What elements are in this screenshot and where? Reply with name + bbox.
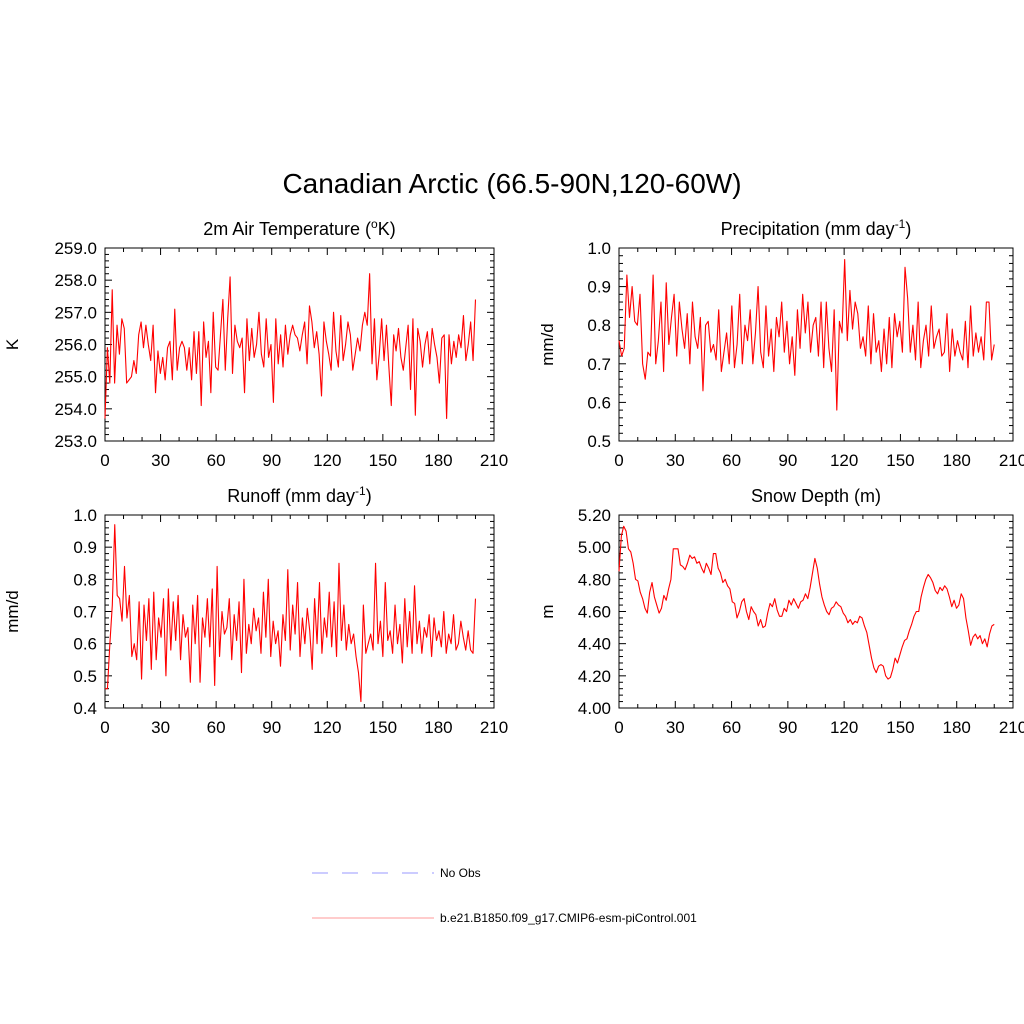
y-tick-label: 4.40 [578, 635, 611, 654]
series-line-model [618, 525, 995, 680]
y-axis-label: m [538, 604, 557, 618]
y-tick-label: 256.0 [54, 336, 97, 355]
y-tick-label: 0.7 [587, 355, 611, 374]
panel-title: Runoff (mm day-1) [227, 484, 371, 506]
x-tick-label: 210 [480, 718, 508, 737]
x-tick-label: 60 [722, 718, 741, 737]
y-tick-label: 1.0 [587, 239, 611, 258]
legend-label-no-obs: No Obs [440, 866, 481, 880]
x-tick-label: 210 [480, 451, 508, 470]
x-tick-label: 210 [999, 718, 1024, 737]
y-tick-label: 1.0 [73, 506, 97, 525]
x-tick-label: 30 [151, 718, 170, 737]
y-tick-label: 253.0 [54, 432, 97, 451]
plot-frame [618, 247, 1014, 442]
panel-4: 0 30 60 90 120 150 180 210 4.00 4.20 4.40 4.60 4.80 5… [538, 486, 1024, 737]
panel-title: Precipitation (mm day-1) [721, 217, 912, 239]
plot-frame [104, 247, 495, 442]
x-tick-label: 120 [313, 451, 341, 470]
y-axis-label: mm/d [538, 323, 557, 366]
series-line-model [618, 259, 995, 411]
legend: No Obs b.e21.B1850.f09_g17.CMIP6-esm-piC… [312, 866, 697, 925]
x-tick-label: 150 [886, 451, 914, 470]
x-tick-label: 0 [100, 451, 109, 470]
y-tick-label: 0.8 [587, 316, 611, 335]
y-tick-label: 4.00 [578, 699, 611, 718]
y-tick-label: 4.60 [578, 603, 611, 622]
x-tick-label: 30 [151, 451, 170, 470]
x-tick-label: 120 [313, 718, 341, 737]
panel-3: 0 30 60 90 120 150 180 210 0.4 0.5 0.6 0.7 0.8 0.9 1.0… [3, 484, 508, 737]
x-tick-label: 90 [262, 718, 281, 737]
plot-frame [104, 514, 495, 709]
figure-title: Canadian Arctic (66.5-90N,120-60W) [282, 168, 741, 199]
panel-title: Snow Depth (m) [751, 486, 881, 506]
series-line-model [105, 524, 477, 703]
y-tick-label: 255.0 [54, 368, 97, 387]
y-tick-label: 259.0 [54, 239, 97, 258]
y-tick-label: 0.9 [587, 278, 611, 297]
x-tick-label: 150 [369, 718, 397, 737]
y-tick-label: 4.80 [578, 570, 611, 589]
panel-title: 2m Air Temperature (oK) [203, 217, 395, 239]
x-tick-label: 0 [100, 718, 109, 737]
y-tick-label: 0.5 [587, 432, 611, 451]
y-tick-label: 0.6 [587, 393, 611, 412]
x-tick-label: 210 [999, 451, 1024, 470]
x-tick-label: 90 [262, 451, 281, 470]
x-tick-label: 120 [830, 718, 858, 737]
y-tick-label: 0.5 [73, 667, 97, 686]
y-tick-label: 0.9 [73, 538, 97, 557]
y-tick-label: 258.0 [54, 271, 97, 290]
y-tick-label: 5.00 [578, 538, 611, 557]
x-tick-label: 90 [778, 718, 797, 737]
y-tick-label: 257.0 [54, 303, 97, 322]
panel-1: 0 30 60 90 120 150 180 210 253.0 254.0 255.0 256.0 2… [3, 217, 508, 470]
x-tick-label: 60 [207, 718, 226, 737]
x-tick-label: 150 [369, 451, 397, 470]
x-tick-label: 180 [943, 451, 971, 470]
panel-2: 0 30 60 90 120 150 180 210 0.5 0.6 0.7 0.8 0.9 1.0 mm/… [538, 217, 1024, 470]
x-tick-label: 180 [943, 718, 971, 737]
x-tick-label: 180 [424, 451, 452, 470]
series-line-model [104, 273, 477, 420]
y-axis-label: K [3, 338, 22, 350]
y-tick-label: 0.4 [73, 699, 97, 718]
x-tick-label: 180 [424, 718, 452, 737]
plot-frame [618, 514, 1014, 709]
y-tick-label: 5.20 [578, 506, 611, 525]
y-tick-label: 0.8 [73, 570, 97, 589]
x-tick-label: 150 [886, 718, 914, 737]
x-tick-label: 0 [614, 451, 623, 470]
legend-label-model: b.e21.B1850.f09_g17.CMIP6-esm-piControl.… [440, 911, 697, 925]
x-tick-label: 30 [666, 718, 685, 737]
x-tick-label: 90 [778, 451, 797, 470]
y-tick-label: 254.0 [54, 400, 97, 419]
x-tick-label: 0 [614, 718, 623, 737]
y-tick-label: 0.6 [73, 635, 97, 654]
y-tick-label: 0.7 [73, 603, 97, 622]
panels: 0 30 60 90 120 150 180 210 253.0 254.0 255.0 256.0 2… [3, 217, 1024, 737]
x-tick-label: 30 [666, 451, 685, 470]
x-tick-label: 60 [207, 451, 226, 470]
x-tick-label: 60 [722, 451, 741, 470]
y-axis-label: mm/d [3, 590, 22, 633]
x-tick-label: 120 [830, 451, 858, 470]
y-tick-label: 4.20 [578, 667, 611, 686]
